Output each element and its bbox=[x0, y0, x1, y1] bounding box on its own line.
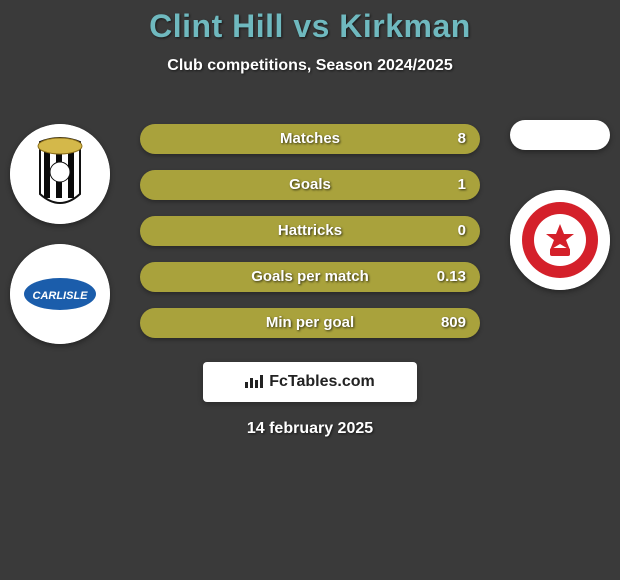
swindon-crest-icon bbox=[510, 190, 610, 290]
stat-value: 0.13 bbox=[437, 262, 466, 292]
badges-left-column: CARLISLE bbox=[10, 124, 110, 364]
badges-right-column bbox=[510, 120, 610, 310]
crest-stripes-icon bbox=[10, 124, 110, 224]
stat-value: 8 bbox=[458, 124, 466, 154]
club-badge-right-2 bbox=[510, 190, 610, 290]
comparison-card: Clint Hill vs Kirkman Club competitions,… bbox=[0, 0, 620, 580]
club-badge-left-2: CARLISLE bbox=[10, 244, 110, 344]
club-badge-right-1 bbox=[510, 120, 610, 150]
date-text: 14 february 2025 bbox=[0, 420, 620, 438]
brand-text: FcTables.com bbox=[269, 373, 375, 391]
stat-label: Goals per match bbox=[140, 262, 480, 292]
stat-value: 809 bbox=[441, 308, 466, 338]
stat-label: Min per goal bbox=[140, 308, 480, 338]
svg-text:CARLISLE: CARLISLE bbox=[33, 290, 89, 302]
stat-row-goals-per-match: Goals per match 0.13 bbox=[140, 262, 480, 292]
stat-label: Hattricks bbox=[140, 216, 480, 246]
stat-value: 1 bbox=[458, 170, 466, 200]
bar-chart-icon bbox=[245, 374, 263, 391]
carlisle-logo-icon: CARLISLE bbox=[10, 244, 110, 344]
footer-block: FcTables.com 14 february 2025 bbox=[0, 352, 620, 438]
page-subtitle: Club competitions, Season 2024/2025 bbox=[0, 57, 620, 75]
stat-label: Goals bbox=[140, 170, 480, 200]
page-title: Clint Hill vs Kirkman bbox=[0, 0, 620, 45]
brand-link[interactable]: FcTables.com bbox=[203, 362, 417, 402]
stat-value: 0 bbox=[458, 216, 466, 246]
club-badge-left-1 bbox=[10, 124, 110, 224]
stat-bars: Matches 8 Goals 1 Hattricks 0 Goals per … bbox=[140, 124, 480, 354]
stat-row-goals: Goals 1 bbox=[140, 170, 480, 200]
stat-row-min-per-goal: Min per goal 809 bbox=[140, 308, 480, 338]
stat-label: Matches bbox=[140, 124, 480, 154]
stat-row-hattricks: Hattricks 0 bbox=[140, 216, 480, 246]
stat-row-matches: Matches 8 bbox=[140, 124, 480, 154]
